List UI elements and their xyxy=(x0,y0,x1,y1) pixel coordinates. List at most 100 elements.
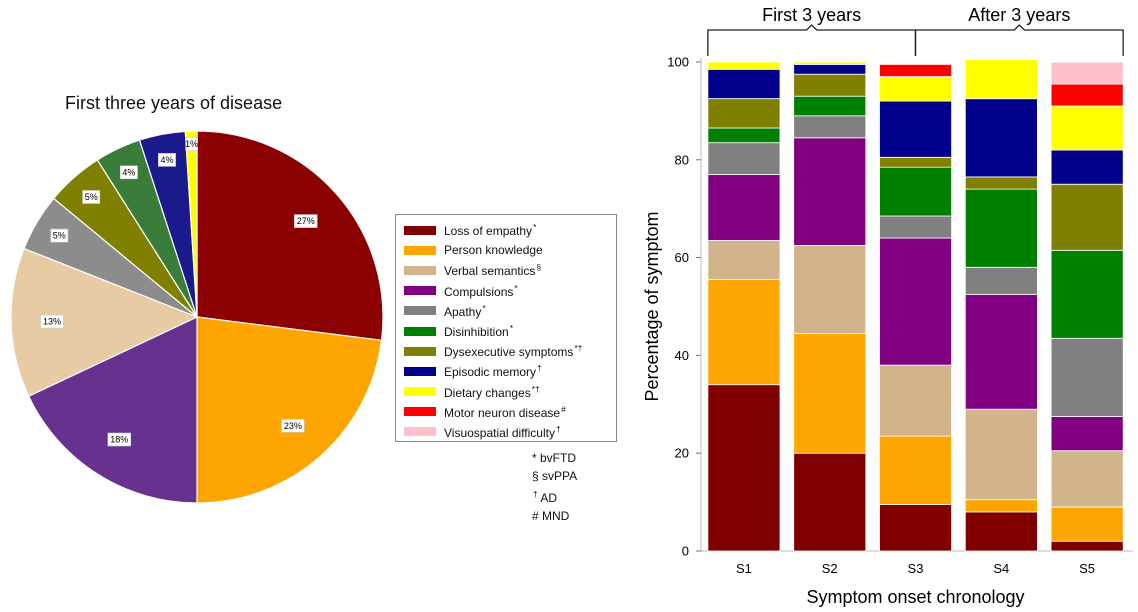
legend-label: Dietary changes*† xyxy=(444,383,540,400)
pie-slice-loss-of-empathy xyxy=(196,130,384,341)
bar-segment-s3-person-knowledge xyxy=(879,435,952,506)
bar-segment-s1-compulsions xyxy=(707,174,781,241)
bar-segment-s2-dysexecutive-symptoms xyxy=(793,73,867,97)
legend-item-verbal-semantics: Verbal semantics§ xyxy=(396,260,616,280)
bar-segment-s1-dietary-changes xyxy=(707,61,781,70)
bar-segment-s5-person-knowledge xyxy=(1050,506,1124,542)
pie-slice-label: 5% xyxy=(85,192,98,202)
note-ad: † AD xyxy=(533,489,558,505)
bar-segment-s1-verbal-semantics xyxy=(707,240,781,280)
y-tick-label: 80 xyxy=(675,152,689,167)
bar-segment-s2-person-knowledge xyxy=(793,332,867,454)
pie-label-box xyxy=(82,190,101,204)
pie-label-box xyxy=(120,165,138,180)
stacked-bar-chart: 0 20 40 60 80 100 S1 S2 S3 S4 S5 Symptom onset chro… xyxy=(642,5,1133,607)
bar-segment-s5-motor-neuron-disease xyxy=(1050,83,1124,107)
pie-slice-label: 23% xyxy=(284,421,302,431)
bar-segment-s5-dysexecutive-symptoms xyxy=(1050,183,1124,251)
legend-label: Motor neuron disease# xyxy=(444,403,566,420)
pie-slice-compulsions xyxy=(27,316,198,504)
bar-segment-s4-disinhibition xyxy=(964,188,1038,268)
bar-segment-s5-compulsions xyxy=(1050,416,1124,452)
pie-slice-label: 27% xyxy=(297,216,315,226)
legend-swatch xyxy=(404,286,436,296)
legend-item-disinhibition: Disinhibition* xyxy=(396,321,616,341)
pie-slice-label: 4% xyxy=(122,167,135,177)
pie-slice-label: 1% xyxy=(185,139,198,149)
bar-segment-s1-dysexecutive-symptoms xyxy=(707,98,781,129)
legend-item-dysexecutive-symptoms: Dysexecutive symptoms*† xyxy=(396,341,616,361)
pie-chart: 27% 23% 18% 13% 5% 5% 4% 4% 1% xyxy=(10,130,384,504)
pie-slice-person-knowledge xyxy=(196,316,383,504)
bar-segment-s3-loss-of-empathy xyxy=(879,504,952,552)
bar-segment-s1-loss-of-empathy xyxy=(707,384,781,552)
legend-label: Apathy* xyxy=(444,302,486,319)
pie-slice-dietary-changes xyxy=(184,130,198,318)
legend-item-episodic-memory: Episodic memory† xyxy=(396,361,616,381)
pie-label-box xyxy=(158,153,176,167)
pie-slice-label: 13% xyxy=(43,317,61,327)
group-label-after-3-years: After 3 years xyxy=(968,5,1070,25)
bar-segment-s4-person-knowledge xyxy=(964,499,1038,513)
y-tick-label: 40 xyxy=(675,348,689,363)
legend-swatch xyxy=(404,225,436,235)
bar-segment-s4-dysexecutive-symptoms xyxy=(964,176,1038,190)
bar-segment-s5-episodic-memory xyxy=(1050,149,1124,185)
bar-segment-s3-dietary-changes xyxy=(879,76,952,102)
bar-segment-s5-disinhibition xyxy=(1050,249,1124,339)
legend-swatch xyxy=(404,245,436,255)
bar-segment-s5-verbal-semantics xyxy=(1050,450,1124,508)
legend-label: Compulsions* xyxy=(444,282,518,299)
legend-label: Dysexecutive symptoms*† xyxy=(444,343,583,360)
pie-slice-label: 4% xyxy=(160,155,173,165)
pie-slice-label: 5% xyxy=(53,231,66,241)
x-tick-label: S3 xyxy=(908,561,924,576)
legend-label: Episodic memory† xyxy=(444,363,542,380)
bar-segment-s3-motor-neuron-disease xyxy=(879,64,952,78)
bar-segment-s5-apathy xyxy=(1050,337,1124,417)
pie-label-box xyxy=(50,228,69,243)
legend-item-motor-neuron-disease: Motor neuron disease# xyxy=(396,402,616,422)
bar-segment-s3-verbal-semantics xyxy=(879,364,952,437)
bar-segment-s3-disinhibition xyxy=(879,166,952,217)
x-tick-label: S1 xyxy=(736,561,752,576)
pie-label-box xyxy=(294,214,318,228)
bar-segment-s4-apathy xyxy=(964,266,1038,295)
bar-segment-s5-visuospatial-difficulty xyxy=(1050,61,1124,85)
bar-segment-s2-loss-of-empathy xyxy=(793,452,867,552)
legend-item-loss-of-empathy: Loss of empathy* xyxy=(396,220,616,240)
bar-segment-s3-compulsions xyxy=(879,237,952,366)
legend-swatch xyxy=(404,366,436,376)
legend-label: Disinhibition* xyxy=(444,323,514,340)
legend-swatch xyxy=(404,407,436,417)
pie-slice-verbal-semantics xyxy=(10,247,199,397)
pie-label-box xyxy=(281,418,305,433)
group-bracket-first-3-years xyxy=(707,24,917,56)
abbreviation-notes: * bvFTD § svPPA † AD # MND xyxy=(532,449,577,525)
y-tick-label: 100 xyxy=(667,55,689,70)
legend-label: Person knowledge xyxy=(444,243,543,258)
bar-segment-s2-disinhibition xyxy=(793,95,867,117)
legend-label: Loss of empathy* xyxy=(444,222,537,239)
bar-segment-s1-disinhibition xyxy=(707,127,781,144)
bar-segment-s3-dysexecutive-symptoms xyxy=(879,156,952,168)
bar-segment-s2-episodic-memory xyxy=(793,64,867,75)
legend: Loss of empathy* Person knowledge Verbal s… xyxy=(395,214,617,442)
pie-label-box xyxy=(107,432,132,447)
y-tick-label: 20 xyxy=(675,446,689,461)
pie-chart-title: First three years of disease xyxy=(65,93,283,113)
bar-segment-s1-apathy xyxy=(707,142,781,175)
legend-swatch xyxy=(404,387,436,397)
bar-segment-s4-loss-of-empathy xyxy=(964,511,1038,552)
pie-label-box xyxy=(185,137,198,151)
legend-item-apathy: Apathy* xyxy=(396,301,616,321)
legend-swatch xyxy=(404,265,436,275)
legend-swatch xyxy=(404,346,436,356)
bar-segment-s4-dietary-changes xyxy=(964,59,1038,100)
bar-segment-s2-compulsions xyxy=(793,137,867,246)
legend-item-visuospatial-difficulty: Visuospatial difficulty† xyxy=(396,422,616,442)
legend-label: Verbal semantics§ xyxy=(444,262,542,279)
bar-segment-s2-dietary-changes xyxy=(793,61,867,65)
bar-segment-s5-loss-of-empathy xyxy=(1050,540,1124,552)
bar-segment-s2-verbal-semantics xyxy=(793,244,867,334)
